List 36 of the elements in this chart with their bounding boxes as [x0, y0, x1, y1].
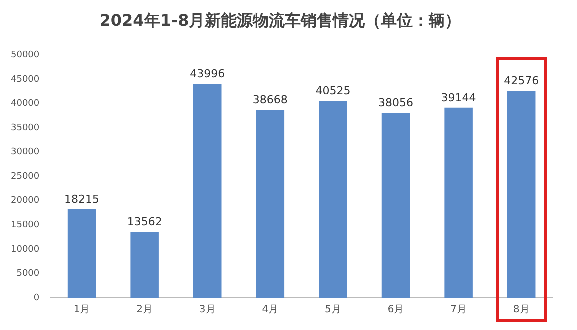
chart-title: 2024年1-8月新能源物流车销售情况（单位：辆） — [100, 10, 462, 30]
y-tick-label: 0 — [34, 293, 40, 304]
data-label: 38668 — [252, 94, 288, 107]
data-label: 42576 — [504, 74, 540, 88]
data-label: 18215 — [64, 192, 100, 206]
bar — [444, 108, 473, 298]
bar — [319, 101, 348, 298]
bar — [256, 110, 285, 298]
x-tick-label: 1月 — [74, 304, 90, 316]
x-tick-label: 4月 — [262, 304, 279, 316]
y-tick-label: 15000 — [10, 220, 40, 231]
y-tick-label: 10000 — [10, 244, 40, 255]
x-tick-label: 2月 — [136, 304, 154, 316]
x-tick-label: 7月 — [450, 304, 467, 316]
y-tick-label: 50000 — [10, 50, 40, 61]
data-label: 43996 — [190, 68, 226, 81]
x-tick-label: 6月 — [388, 304, 404, 316]
bar — [193, 84, 222, 298]
y-tick-label: 25000 — [10, 172, 40, 182]
x-tick-label: 5月 — [325, 304, 342, 316]
data-label: 40525 — [316, 84, 351, 98]
y-tick-label: 20000 — [10, 196, 40, 206]
data-label: 38056 — [378, 96, 414, 110]
bar — [68, 210, 96, 298]
y-tick-label: 35000 — [10, 123, 40, 134]
y-tick-label: 30000 — [10, 148, 40, 158]
y-tick-label: 45000 — [10, 74, 40, 85]
bar — [507, 91, 536, 298]
bar — [382, 113, 410, 298]
x-tick-label: 3月 — [199, 304, 216, 316]
y-tick-label: 40000 — [10, 99, 40, 110]
bar — [130, 232, 159, 298]
y-tick-label: 5000 — [16, 269, 40, 280]
x-tick-label: 8月 — [513, 304, 530, 316]
data-label: 13562 — [127, 216, 162, 228]
data-label: 39144 — [441, 91, 476, 104]
